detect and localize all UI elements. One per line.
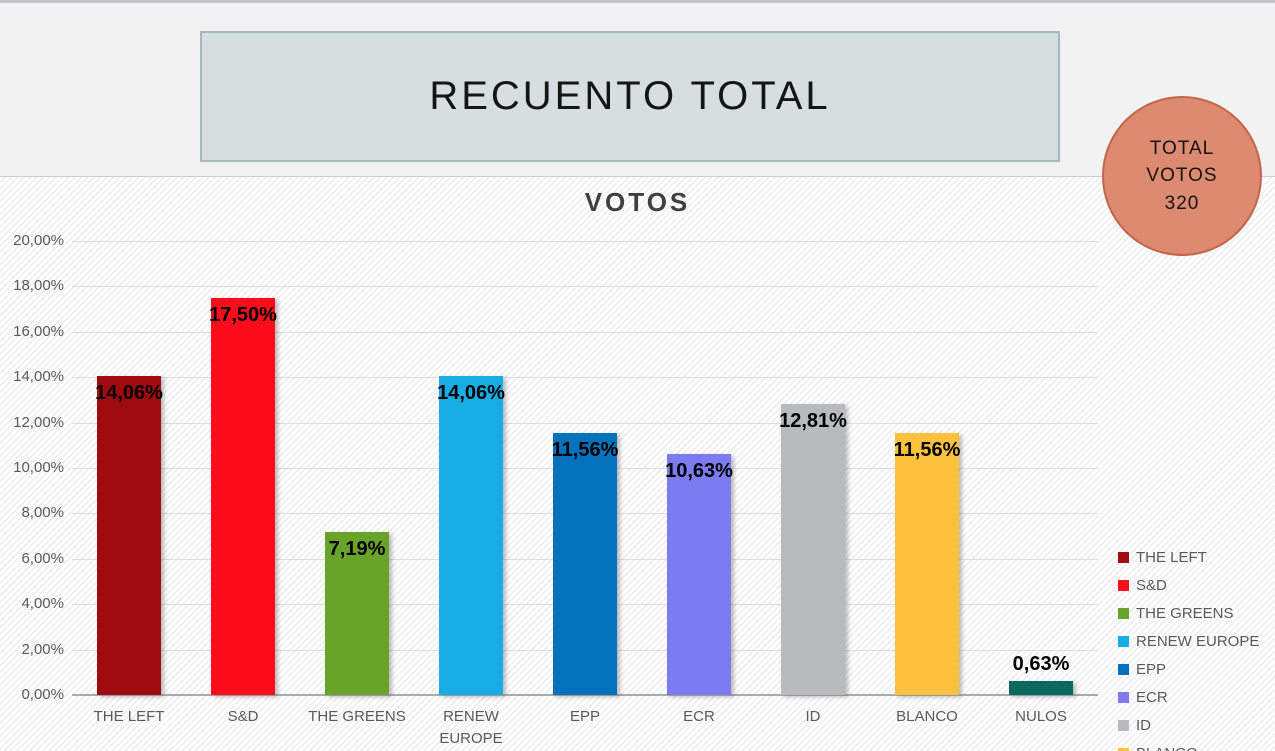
header-band: RECUENTO TOTAL	[0, 0, 1275, 177]
x-axis-label: NULOS	[1015, 708, 1067, 725]
gridline	[72, 332, 1098, 333]
x-axis-label: THE GREENS	[308, 708, 406, 725]
bar-value-label: 11,56%	[893, 439, 961, 461]
bar[interactable]	[97, 376, 161, 695]
legend-swatch-icon	[1118, 579, 1129, 591]
gridline	[72, 286, 1098, 287]
bar-value-label: 14,06%	[437, 382, 505, 404]
legend-swatch-icon	[1118, 551, 1129, 563]
legend-swatch-icon	[1118, 747, 1129, 751]
legend-swatch-icon	[1118, 691, 1129, 703]
bar[interactable]	[781, 404, 845, 695]
chart-legend: THE LEFT S&D THE GREENS RENEW EUROPE EPP ECR I…	[1118, 543, 1259, 751]
bar-value-label: 0,63%	[1012, 653, 1070, 675]
total-votes-count: 320	[1164, 192, 1200, 214]
y-axis-tick-label: 4,00%	[21, 595, 64, 612]
legend-label: EPP	[1136, 660, 1167, 678]
y-axis-tick-label: 0,00%	[21, 686, 64, 703]
x-axis-label: ECR	[683, 708, 715, 725]
gridline	[72, 241, 1098, 242]
y-axis-tick-label: 20,00%	[13, 232, 64, 249]
legend-item[interactable]: RENEW EUROPE	[1118, 627, 1259, 655]
chart-title: VOTOS	[584, 187, 691, 217]
y-axis-tick-label: 8,00%	[21, 504, 64, 521]
bar[interactable]	[553, 433, 617, 695]
legend-label: ECR	[1136, 688, 1168, 706]
bar-value-label: 14,06%	[95, 382, 163, 404]
gridline	[72, 377, 1098, 378]
legend-item[interactable]: BLANCO	[1118, 739, 1259, 751]
bar-value-label: 12,81%	[779, 410, 847, 432]
y-axis-tick-label: 2,00%	[21, 641, 64, 658]
x-axis-label: THE LEFT	[93, 708, 165, 725]
y-axis-tick-label: 14,00%	[13, 368, 64, 385]
legend-item[interactable]: THE LEFT	[1118, 543, 1259, 571]
slide-title: RECUENTO TOTAL	[429, 74, 831, 118]
bar[interactable]	[439, 376, 503, 695]
y-axis-tick-label: 18,00%	[13, 277, 64, 294]
legend-item[interactable]: THE GREENS	[1118, 599, 1259, 627]
legend-label: S&D	[1136, 576, 1167, 594]
x-axis-label: S&D	[227, 708, 259, 725]
legend-label: THE GREENS	[1136, 604, 1234, 622]
bar-chart[interactable]: VOTOS 0,00% 2,00% 4,00% 6,00% 8,00% 10,00% 12,…	[0, 177, 1275, 751]
bar[interactable]	[325, 532, 389, 695]
legend-swatch-icon	[1118, 663, 1129, 675]
x-axis-label: ID	[805, 708, 821, 725]
y-axis-tick-label: 6,00%	[21, 550, 64, 567]
legend-label: THE LEFT	[1136, 548, 1207, 566]
legend-item[interactable]: EPP	[1118, 655, 1259, 683]
bar-value-label: 10,63%	[665, 460, 733, 482]
x-axis-label: BLANCO	[896, 708, 958, 725]
bar[interactable]	[1009, 681, 1073, 695]
legend-label: RENEW EUROPE	[1136, 632, 1260, 650]
total-votes-badge[interactable]: TOTAL VOTOS 320	[1102, 96, 1262, 256]
x-axis-line	[72, 694, 1098, 696]
bar-value-label: 11,56%	[551, 439, 619, 461]
legend-swatch-icon	[1118, 607, 1129, 619]
legend-swatch-icon	[1118, 719, 1129, 731]
y-axis-tick-label: 12,00%	[13, 414, 64, 431]
slide-title-box[interactable]: RECUENTO TOTAL	[200, 31, 1060, 162]
y-axis-tick-label: 16,00%	[13, 323, 64, 340]
gridline	[72, 423, 1098, 424]
bar-value-label: 7,19%	[328, 538, 386, 560]
bar[interactable]	[211, 298, 275, 695]
legend-label: BLANCO	[1136, 745, 1198, 751]
y-axis-tick-label: 10,00%	[13, 459, 64, 476]
bar[interactable]	[895, 433, 959, 695]
legend-item[interactable]: ECR	[1118, 683, 1259, 711]
legend-swatch-icon	[1118, 635, 1129, 647]
legend-item[interactable]: S&D	[1118, 571, 1259, 599]
bar[interactable]	[667, 454, 731, 695]
x-axis-label: RENEW EUROPE	[439, 708, 503, 747]
bar-value-label: 17,50%	[209, 304, 277, 326]
total-votes-line-2: VOTOS	[1146, 165, 1218, 187]
legend-label: ID	[1136, 716, 1151, 734]
legend-item[interactable]: ID	[1118, 711, 1259, 739]
x-axis-label: EPP	[569, 708, 600, 725]
total-votes-line-1: TOTAL	[1149, 137, 1215, 159]
